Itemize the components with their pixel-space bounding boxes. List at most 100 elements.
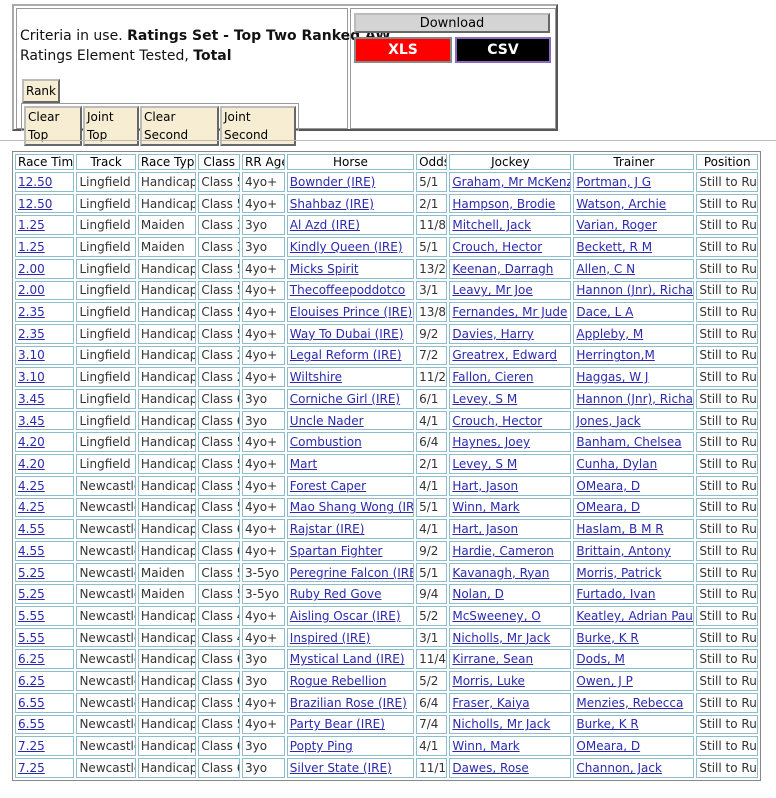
clear-top-button[interactable]: Clear Top (24, 106, 82, 146)
cell-link[interactable]: Forest Caper (289, 478, 367, 493)
cell-link[interactable]: 5.55 (18, 630, 45, 645)
cell-link[interactable]: 3.45 (18, 391, 45, 406)
cell-link[interactable]: Spartan Fighter (289, 543, 383, 558)
rank-button[interactable]: Rank (22, 79, 60, 103)
cell-link[interactable]: 7.25 (18, 739, 45, 754)
cell-link[interactable]: Burke, K R (576, 630, 639, 645)
cell-link[interactable]: Hampson, Brodie (452, 196, 556, 211)
cell-link[interactable]: 1.25 (18, 218, 45, 233)
cell-link[interactable]: Fallon, Cieren (452, 370, 534, 385)
cell-link[interactable]: Dace, L A (576, 305, 634, 320)
cell-link[interactable]: Wiltshire (289, 370, 343, 385)
cell-link[interactable]: OMeara, D (576, 500, 641, 515)
cell-link[interactable]: 4.55 (18, 543, 45, 558)
cell-link[interactable]: Keenan, Darragh (452, 261, 554, 276)
cell-link[interactable]: 6.55 (18, 717, 45, 732)
cell-link[interactable]: 4.20 (18, 435, 45, 450)
cell-link[interactable]: Mart (289, 456, 318, 471)
cell-link[interactable]: 12.50 (18, 196, 53, 211)
cell-link[interactable]: Crouch, Hector (452, 413, 543, 428)
cell-link[interactable]: 5.55 (18, 608, 45, 623)
cell-link[interactable]: Watson, Archie (576, 196, 667, 211)
cell-link[interactable]: Beckett, R M (576, 239, 653, 254)
cell-link[interactable]: Brittain, Antony (576, 543, 671, 558)
cell-link[interactable]: Greatrex, Edward (452, 348, 558, 363)
cell-link[interactable]: 2.35 (18, 305, 45, 320)
cell-link[interactable]: 4.25 (18, 500, 45, 515)
cell-link[interactable]: Leavy, Mr Joe (452, 283, 533, 298)
cell-link[interactable]: 6.55 (18, 695, 45, 710)
cell-link[interactable]: Bownder (IRE) (289, 174, 376, 189)
cell-link[interactable]: Winn, Mark (452, 500, 520, 515)
cell-link[interactable]: Haggas, W J (576, 370, 649, 385)
cell-link[interactable]: Levey, S M (452, 391, 518, 406)
cell-link[interactable]: Fraser, Kaiya (452, 695, 530, 710)
cell-link[interactable]: Kindly Queen (IRE) (289, 239, 403, 254)
clear-second-button[interactable]: Clear Second (140, 106, 219, 146)
cell-link[interactable]: Kavanagh, Ryan (452, 565, 550, 580)
cell-link[interactable]: OMeara, D (576, 478, 641, 493)
cell-link[interactable]: Mystical Land (IRE) (289, 652, 405, 667)
cell-link[interactable]: Winn, Mark (452, 739, 520, 754)
cell-link[interactable]: Allen, C N (576, 261, 636, 276)
cell-link[interactable]: 2.00 (18, 261, 45, 276)
cell-link[interactable]: Hart, Jason (452, 522, 519, 537)
cell-link[interactable]: Cunha, Dylan (576, 456, 658, 471)
cell-link[interactable]: Mao Shang Wong (IRE) (289, 500, 415, 515)
cell-link[interactable]: Al Azd (IRE) (289, 218, 360, 233)
cell-link[interactable]: 5.25 (18, 587, 45, 602)
cell-link[interactable]: Nolan, D (452, 587, 504, 602)
xls-button[interactable]: XLS (354, 37, 452, 63)
cell-link[interactable]: Inspired (IRE) (289, 630, 371, 645)
cell-link[interactable]: Combustion (289, 435, 362, 450)
cell-link[interactable]: 4.25 (18, 478, 45, 493)
cell-link[interactable]: 3.10 (18, 348, 45, 363)
cell-link[interactable]: 1.25 (18, 239, 45, 254)
cell-link[interactable]: Legal Reform (IRE) (289, 348, 402, 363)
cell-link[interactable]: 3.45 (18, 413, 45, 428)
cell-link[interactable]: Mitchell, Jack (452, 218, 532, 233)
cell-link[interactable]: Haynes, Joey (452, 435, 531, 450)
cell-link[interactable]: Jones, Jack (576, 413, 641, 428)
cell-link[interactable]: Corniche Girl (IRE) (289, 391, 401, 406)
cell-link[interactable]: Banham, Chelsea (576, 435, 682, 450)
cell-link[interactable]: Dawes, Rose (452, 760, 529, 775)
cell-link[interactable]: OMeara, D (576, 739, 641, 754)
cell-link[interactable]: Nicholls, Mr Jack (452, 630, 551, 645)
cell-link[interactable]: Keatley, Adrian Paul (576, 608, 695, 623)
cell-link[interactable]: Rajstar (IRE) (289, 522, 365, 537)
cell-link[interactable]: Appleby, M (576, 326, 644, 341)
cell-link[interactable]: Silver State (IRE) (289, 760, 392, 775)
cell-link[interactable]: Crouch, Hector (452, 239, 543, 254)
cell-link[interactable]: Herrington,M (576, 348, 655, 363)
cell-link[interactable]: Menzies, Rebecca (576, 695, 684, 710)
cell-link[interactable]: 2.00 (18, 283, 45, 298)
cell-link[interactable]: Rogue Rebellion (289, 674, 387, 689)
cell-link[interactable]: Way To Dubai (IRE) (289, 326, 404, 341)
cell-link[interactable]: Burke, K R (576, 717, 639, 732)
cell-link[interactable]: Elouises Prince (IRE) (289, 305, 413, 320)
cell-link[interactable]: 6.25 (18, 652, 45, 667)
cell-link[interactable]: 2.35 (18, 326, 45, 341)
cell-link[interactable]: 4.20 (18, 456, 45, 471)
cell-link[interactable]: Hannon (Jnr), Richard (576, 391, 695, 406)
cell-link[interactable]: Dods, M (576, 652, 625, 667)
cell-link[interactable]: 12.50 (18, 174, 53, 189)
cell-link[interactable]: McSweeney, O (452, 608, 541, 623)
cell-link[interactable]: Hardie, Cameron (452, 543, 554, 558)
cell-link[interactable]: Morris, Patrick (576, 565, 662, 580)
cell-link[interactable]: Varian, Roger (576, 218, 657, 233)
cell-link[interactable]: Aisling Oscar (IRE) (289, 608, 401, 623)
cell-link[interactable]: Levey, S M (452, 456, 518, 471)
cell-link[interactable]: Hannon (Jnr), Richard (576, 283, 695, 298)
cell-link[interactable]: Micks Spirit (289, 261, 359, 276)
cell-link[interactable]: Furtado, Ivan (576, 587, 656, 602)
cell-link[interactable]: Davies, Harry (452, 326, 534, 341)
cell-link[interactable]: Haslam, B M R (576, 522, 664, 537)
cell-link[interactable]: Morris, Luke (452, 674, 525, 689)
cell-link[interactable]: Shahbaz (IRE) (289, 196, 374, 211)
cell-link[interactable]: Thecoffeepoddotco (289, 283, 406, 298)
cell-link[interactable]: 7.25 (18, 760, 45, 775)
cell-link[interactable]: Peregrine Falcon (IRE) (289, 565, 415, 580)
cell-link[interactable]: Party Bear (IRE) (289, 717, 385, 732)
